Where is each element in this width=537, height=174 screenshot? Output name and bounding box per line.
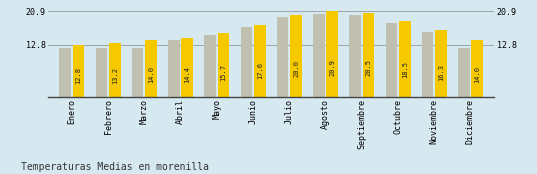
- Bar: [471, 40, 483, 97]
- Bar: [168, 40, 180, 97]
- Bar: [132, 48, 143, 97]
- Text: 14.4: 14.4: [184, 66, 190, 83]
- Text: 20.9: 20.9: [329, 59, 335, 76]
- Bar: [290, 15, 302, 97]
- Bar: [399, 21, 410, 97]
- Bar: [458, 48, 469, 97]
- Text: 20.0: 20.0: [293, 60, 299, 77]
- Text: 13.2: 13.2: [112, 67, 118, 84]
- Text: 14.0: 14.0: [148, 66, 154, 83]
- Bar: [217, 33, 229, 97]
- Text: 20.5: 20.5: [366, 59, 372, 76]
- Bar: [326, 11, 338, 97]
- Bar: [60, 48, 71, 97]
- Text: 14.0: 14.0: [474, 66, 480, 83]
- Text: Temperaturas Medias en morenilla: Temperaturas Medias en morenilla: [21, 162, 209, 172]
- Bar: [349, 15, 361, 97]
- Bar: [362, 13, 374, 97]
- Bar: [254, 25, 266, 97]
- Bar: [96, 48, 107, 97]
- Text: 18.5: 18.5: [402, 61, 408, 78]
- Bar: [435, 30, 447, 97]
- Bar: [422, 32, 433, 97]
- Bar: [241, 27, 252, 97]
- Text: 15.7: 15.7: [221, 64, 227, 81]
- Text: 12.8: 12.8: [76, 67, 82, 84]
- Bar: [109, 43, 121, 97]
- Bar: [146, 40, 157, 97]
- Bar: [313, 14, 325, 97]
- Bar: [182, 38, 193, 97]
- Bar: [205, 35, 216, 97]
- Bar: [386, 23, 397, 97]
- Text: 16.3: 16.3: [438, 64, 444, 81]
- Bar: [73, 45, 84, 97]
- Bar: [277, 17, 288, 97]
- Text: 17.6: 17.6: [257, 62, 263, 79]
